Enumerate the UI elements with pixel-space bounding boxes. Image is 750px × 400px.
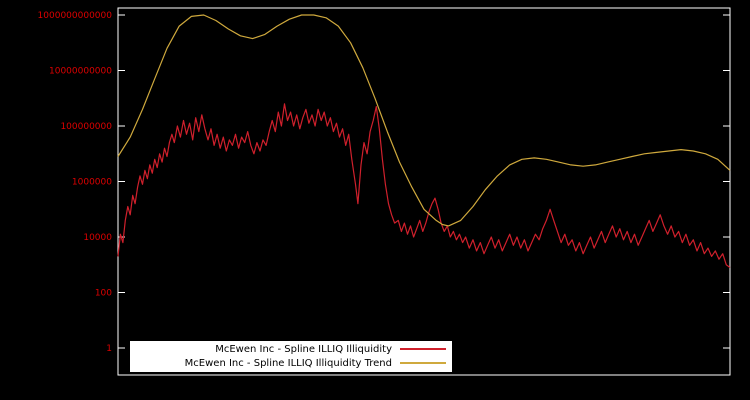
legend-line-sample-illiquidity [400,348,446,350]
plot-border [117,7,731,376]
y-axis-tick-label: 10000000000 [49,67,112,77]
y-axis-tick-label: 100 [95,289,112,299]
y-axis-tick-label: 1000000 [72,178,112,188]
legend-row-trend: McEwen Inc - Spline ILLIQ Illiquidity Tr… [136,356,446,370]
series-line-1 [117,14,731,227]
y-axis-tick-label: 1 [106,344,112,354]
y-axis-tick-labels: 1 100 10000 1000000 100000000 10000000000 1000… [38,11,113,354]
chart-legend: McEwen Inc - Spline ILLIQ Illiquidity Mc… [130,341,452,372]
y-axis-tick-label: 100000000 [60,122,112,132]
y-axis-tick-label: 10000 [83,233,112,243]
legend-line-sample-trend [400,362,446,364]
legend-label-trend: McEwen Inc - Spline ILLIQ Illiquidity Tr… [184,357,392,369]
series-line-0 [117,103,731,268]
y-axis-ticks [118,14,730,349]
legend-row-illiquidity: McEwen Inc - Spline ILLIQ Illiquidity [136,342,446,356]
y-axis-tick-label: 1000000000000 [38,11,113,21]
legend-label-illiquidity: McEwen Inc - Spline ILLIQ Illiquidity [215,343,392,355]
series-lines [117,14,731,268]
